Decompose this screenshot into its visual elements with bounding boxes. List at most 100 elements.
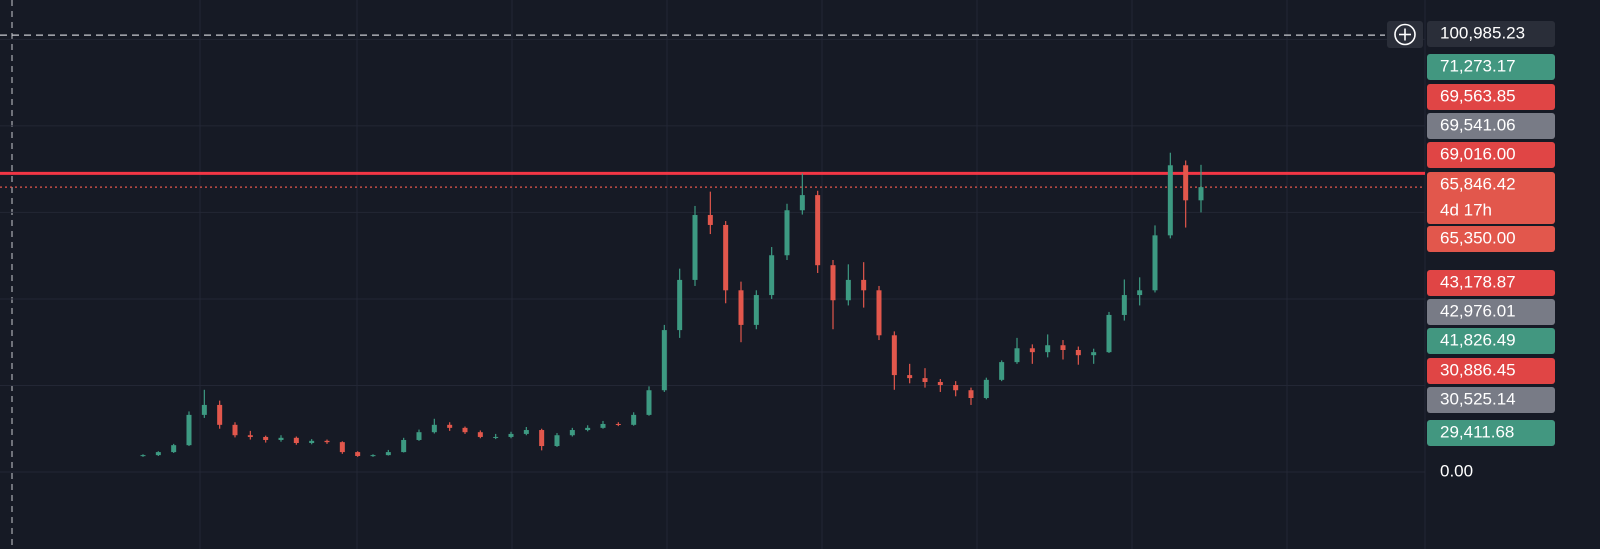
candle-body [508, 433, 514, 437]
candle-body [217, 404, 223, 425]
candle-body [815, 195, 821, 266]
price-badge [1427, 21, 1555, 47]
candle-body [355, 452, 361, 456]
candle-body [1060, 345, 1066, 350]
candle-body [999, 362, 1005, 380]
candle-body [554, 435, 560, 447]
candle-body [493, 436, 499, 438]
candle-body [692, 215, 698, 280]
price-label: 65,350.00 [1440, 228, 1516, 247]
time-grid [199, 0, 1426, 549]
candle-body [891, 335, 897, 376]
candle-body [1137, 290, 1143, 296]
candle-body [339, 442, 345, 453]
candle-body [861, 279, 867, 291]
candle-body [738, 290, 744, 325]
price-label: 42,976.01 [1440, 301, 1516, 320]
candle-body [232, 424, 238, 436]
candle-body [385, 452, 391, 456]
candle-body [600, 423, 606, 428]
price-label: 30,525.14 [1440, 389, 1516, 408]
candle-body [661, 330, 667, 391]
price-label: 69,016.00 [1440, 144, 1516, 163]
candle-body [309, 440, 315, 444]
candle-body [416, 432, 422, 440]
candle-body [263, 436, 269, 440]
candle-body [1075, 349, 1081, 356]
price-badge [1427, 270, 1555, 296]
candle-body [784, 210, 790, 256]
candle-body [186, 414, 192, 446]
price-label: 65,846.42 [1440, 174, 1516, 193]
price-badge [1427, 142, 1555, 168]
candle-body [615, 423, 621, 425]
candle-body [922, 378, 928, 383]
price-badge [1427, 113, 1555, 139]
candle-body [140, 455, 146, 457]
price-label: 0.00 [1440, 461, 1473, 480]
price-label: 29,411.68 [1440, 422, 1514, 441]
candle-body [477, 432, 483, 437]
candle-body [876, 290, 882, 336]
candle-body [201, 404, 207, 415]
price-label: 69,541.06 [1440, 115, 1516, 134]
price-axis: 100,985.23 71,273.17 69,563.85 69,541.06 69,… [1427, 21, 1555, 480]
candle-body [447, 424, 453, 428]
price-badge [1427, 358, 1555, 384]
price-label: 41,826.49 [1440, 330, 1516, 349]
price-label: 30,886.45 [1440, 360, 1516, 379]
candle-body [845, 279, 851, 301]
candle-body [155, 452, 161, 456]
candle-body [769, 255, 775, 296]
add-icon[interactable] [1394, 23, 1416, 46]
price-label: 69,563.85 [1440, 86, 1516, 105]
price-badge [1427, 54, 1555, 80]
candle-body [401, 439, 407, 453]
candle-body [585, 427, 591, 431]
price-badge [1427, 387, 1555, 413]
candle-body [983, 379, 989, 399]
price-badge [1427, 84, 1555, 110]
candle-body [1014, 348, 1020, 363]
candle-body [953, 385, 959, 391]
candle-body [1091, 352, 1097, 356]
candle-body [569, 430, 575, 436]
candle-body [968, 390, 974, 399]
countdown-label: 4d 17h [1440, 200, 1492, 219]
candle-body [799, 195, 805, 211]
candle-body [539, 430, 545, 447]
candle-body [247, 435, 253, 437]
candle-body [907, 375, 913, 379]
candles [140, 152, 1204, 457]
add-button[interactable] [1387, 21, 1423, 48]
candle-body [278, 437, 284, 440]
price-lines [0, 34, 1425, 473]
price-badge [1427, 299, 1555, 325]
candle-body [431, 424, 437, 433]
candle-body [646, 390, 652, 415]
candle-body [1198, 187, 1204, 201]
price-badge [1427, 420, 1555, 446]
candle-body [1183, 165, 1189, 201]
candle-body [677, 279, 683, 331]
candle-body [462, 427, 468, 433]
candle-body [370, 455, 376, 457]
candle-body [937, 382, 943, 386]
price-badge [1427, 328, 1555, 354]
candle-body [707, 215, 713, 225]
price-label: 71,273.17 [1440, 56, 1516, 75]
price-label: 100,985.23 [1440, 23, 1525, 42]
candle-body [723, 224, 729, 291]
price-badge [1427, 226, 1555, 252]
candle-body [1045, 345, 1051, 353]
candle-body [1167, 165, 1173, 236]
candle-body [753, 295, 759, 325]
price-badge [1427, 172, 1555, 224]
candle-body [523, 430, 529, 434]
candle-body [1029, 348, 1035, 353]
candle-body [1152, 235, 1158, 291]
price-label: 43,178.87 [1440, 272, 1516, 291]
